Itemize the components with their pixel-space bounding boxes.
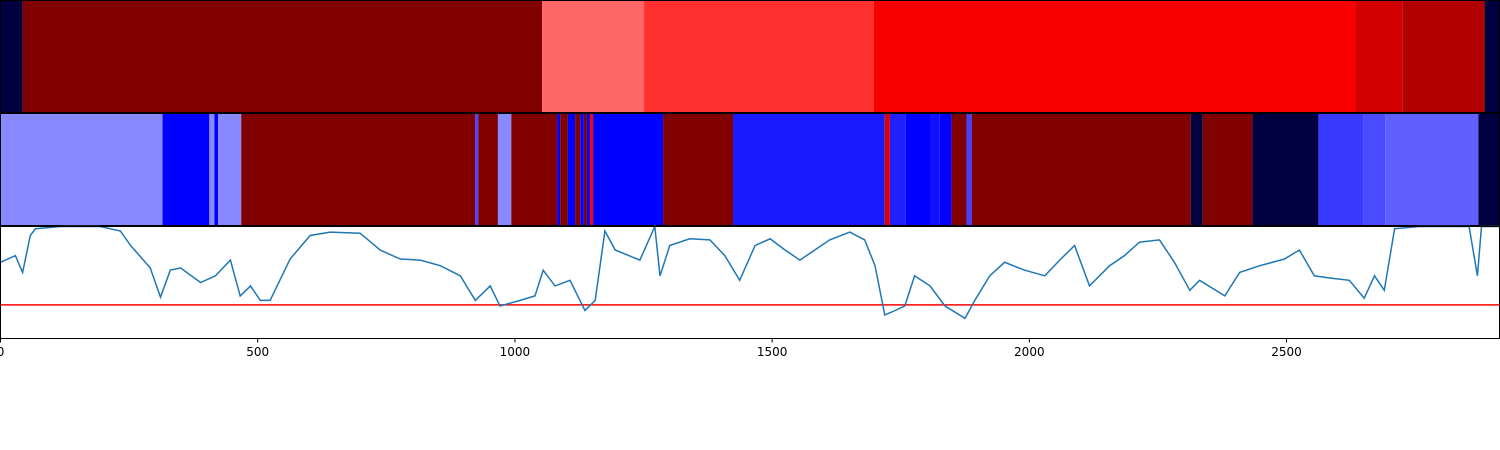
segment	[0, 113, 163, 226]
segment	[214, 113, 219, 226]
segment	[971, 113, 1191, 226]
segment	[583, 113, 587, 226]
segment	[511, 113, 558, 226]
segment	[162, 113, 210, 226]
segment	[567, 113, 576, 226]
segment	[542, 0, 645, 113]
segment	[560, 113, 568, 226]
segment	[1363, 113, 1386, 226]
segment	[209, 113, 215, 226]
segment	[575, 113, 581, 226]
segment	[1385, 113, 1479, 226]
x-tick-label: 500	[246, 345, 269, 359]
segment	[590, 113, 594, 226]
segment	[586, 113, 591, 226]
segment	[663, 113, 734, 226]
x-tick-label: 2000	[1014, 345, 1045, 359]
x-tick-label: 0	[0, 345, 4, 359]
segment	[733, 113, 885, 226]
segment	[593, 113, 664, 226]
segment	[889, 113, 906, 226]
segment	[478, 113, 498, 226]
segment	[873, 0, 1356, 113]
segment	[1318, 113, 1364, 226]
segment	[905, 113, 931, 226]
segment	[930, 113, 940, 226]
segment	[1252, 113, 1319, 226]
segment	[497, 113, 512, 226]
segment	[951, 113, 967, 226]
panel-frame	[0, 226, 1500, 339]
line-series	[0, 223, 1500, 320]
segment	[218, 113, 242, 226]
segment	[644, 0, 874, 113]
segment	[475, 113, 479, 226]
segment	[1478, 113, 1500, 226]
segment	[557, 113, 561, 226]
segment	[22, 0, 543, 113]
x-tick-label: 1500	[757, 345, 788, 359]
segment	[884, 113, 890, 226]
segment	[1355, 0, 1403, 113]
segment	[580, 113, 584, 226]
x-tick-label: 1000	[500, 345, 531, 359]
segment	[1484, 0, 1500, 113]
segment	[241, 113, 476, 226]
segment	[1202, 113, 1253, 226]
segment	[1402, 0, 1485, 113]
segment	[0, 0, 23, 113]
segment	[1190, 113, 1203, 226]
segment	[939, 113, 952, 226]
x-tick-label: 2500	[1271, 345, 1302, 359]
segment	[966, 113, 972, 226]
